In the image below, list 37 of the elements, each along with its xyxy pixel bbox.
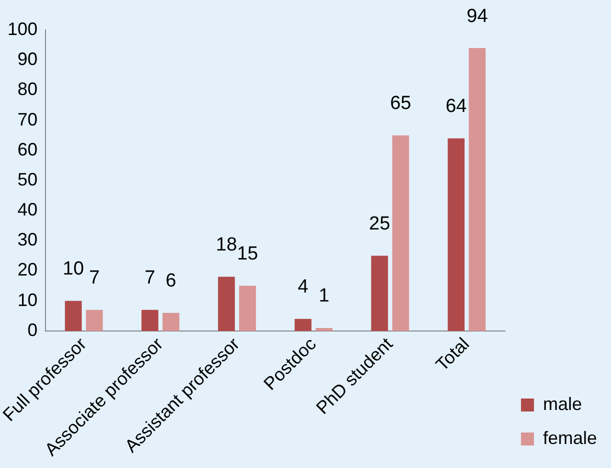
y-tick-label: 10 bbox=[18, 290, 38, 310]
bar bbox=[218, 276, 235, 331]
data-label: 25 bbox=[369, 213, 390, 234]
y-tick-label: 90 bbox=[18, 49, 38, 70]
data-label: 4 bbox=[298, 276, 309, 298]
legend-label: male bbox=[542, 394, 582, 414]
legend-label: female bbox=[542, 428, 598, 448]
bar bbox=[239, 286, 256, 331]
bar bbox=[316, 328, 333, 331]
data-label: 18 bbox=[216, 234, 238, 256]
bar bbox=[392, 135, 410, 331]
y-tick-label: 40 bbox=[18, 200, 38, 220]
bar bbox=[371, 256, 388, 331]
bar bbox=[468, 48, 486, 331]
data-label: 1 bbox=[318, 286, 330, 307]
y-tick-label: 50 bbox=[18, 169, 38, 190]
bar bbox=[162, 312, 180, 331]
data-label: 64 bbox=[446, 96, 468, 118]
bar bbox=[448, 138, 465, 331]
y-tick-label: 0 bbox=[28, 320, 38, 340]
data-label: 7 bbox=[144, 268, 156, 289]
y-tick-label: 20 bbox=[18, 260, 38, 280]
bar bbox=[294, 318, 312, 331]
y-tick-label: 60 bbox=[18, 139, 38, 160]
data-label: 15 bbox=[236, 244, 258, 265]
y-tick-label: 30 bbox=[18, 230, 38, 250]
y-tick-label: 100 bbox=[8, 18, 38, 39]
data-label: 94 bbox=[466, 6, 488, 27]
data-label: 6 bbox=[166, 270, 176, 292]
data-label: 65 bbox=[390, 93, 412, 114]
data-label: 10 bbox=[62, 258, 84, 280]
bar bbox=[86, 310, 103, 331]
y-tick-label: 70 bbox=[18, 109, 38, 130]
data-label: 7 bbox=[89, 268, 100, 289]
bar bbox=[141, 310, 158, 331]
y-tick-label: 80 bbox=[18, 79, 38, 100]
bar bbox=[64, 300, 82, 331]
